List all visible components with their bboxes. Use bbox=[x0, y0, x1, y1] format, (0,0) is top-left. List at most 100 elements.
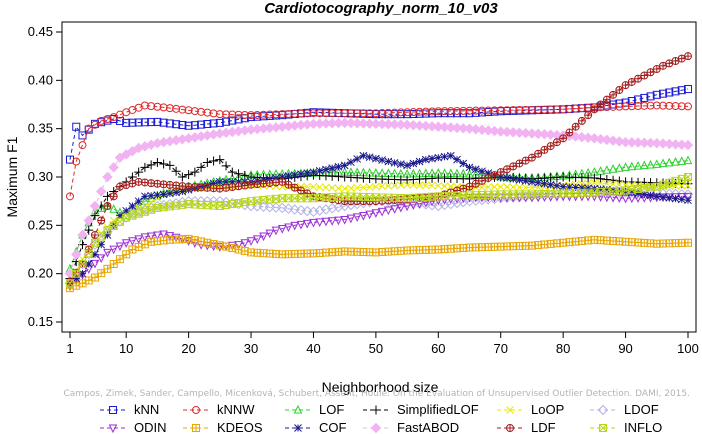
marker-square bbox=[571, 189, 580, 198]
marker-triangle bbox=[293, 404, 303, 414]
marker-plus bbox=[84, 225, 94, 235]
marker-x bbox=[490, 183, 499, 191]
marker-triangle-down bbox=[252, 235, 262, 244]
marker-square bbox=[209, 201, 218, 210]
marker-cross bbox=[110, 260, 118, 268]
marker-asterisk bbox=[172, 188, 180, 197]
marker-square bbox=[78, 260, 87, 268]
marker-square bbox=[502, 190, 511, 199]
marker-asterisk bbox=[515, 176, 524, 184]
marker-square bbox=[515, 190, 524, 199]
marker-triangle-down bbox=[108, 424, 118, 434]
marker-plus bbox=[116, 183, 124, 191]
marker-square bbox=[652, 182, 661, 191]
marker-asterisk bbox=[634, 189, 642, 198]
marker-asterisk bbox=[365, 153, 374, 162]
marker-triangle bbox=[683, 155, 693, 165]
marker-asterisk bbox=[353, 155, 362, 163]
marker-asterisk bbox=[534, 178, 543, 187]
marker-square bbox=[184, 200, 193, 209]
marker-circle bbox=[197, 107, 206, 116]
marker-circle bbox=[490, 106, 499, 115]
marker-diamond bbox=[420, 199, 432, 210]
marker-square bbox=[390, 193, 399, 202]
series-line bbox=[69, 159, 689, 279]
marker-square bbox=[471, 191, 480, 200]
x-tick-label: 10 bbox=[119, 341, 133, 356]
marker-diamond bbox=[433, 200, 444, 212]
marker-triangle-down bbox=[271, 226, 281, 236]
marker-plus bbox=[371, 405, 381, 415]
marker-plus bbox=[459, 185, 467, 193]
marker-circle bbox=[496, 106, 505, 115]
marker-triangle-down bbox=[134, 235, 143, 244]
marker-square bbox=[72, 122, 81, 131]
marker-x bbox=[446, 182, 455, 191]
marker-circle bbox=[428, 107, 437, 116]
marker-asterisk bbox=[540, 179, 549, 188]
marker-square bbox=[172, 120, 181, 129]
marker-asterisk bbox=[478, 167, 486, 176]
marker-diamond-filled bbox=[589, 133, 600, 144]
marker-asterisk bbox=[284, 172, 293, 180]
marker-plus bbox=[622, 81, 630, 89]
marker-asterisk bbox=[546, 180, 555, 189]
marker-triangle bbox=[621, 162, 630, 171]
marker-circle bbox=[615, 102, 624, 111]
marker-square bbox=[278, 194, 287, 203]
marker-circle bbox=[378, 109, 387, 118]
marker-x bbox=[396, 181, 405, 189]
marker-triangle-down bbox=[121, 239, 131, 248]
marker-square bbox=[540, 190, 549, 199]
marker-asterisk bbox=[571, 183, 580, 192]
marker-circle bbox=[228, 110, 237, 119]
marker-asterisk bbox=[396, 160, 405, 168]
marker-asterisk bbox=[322, 165, 330, 174]
marker-asterisk bbox=[178, 187, 187, 196]
series-line bbox=[69, 238, 689, 289]
marker-circle bbox=[315, 109, 324, 118]
marker-asterisk bbox=[122, 206, 131, 215]
marker-diamond-filled bbox=[83, 215, 94, 226]
marker-triangle-down bbox=[153, 231, 162, 241]
marker-plus bbox=[122, 181, 130, 189]
marker-asterisk bbox=[677, 195, 686, 204]
marker-cross bbox=[192, 424, 200, 432]
marker-square bbox=[615, 186, 624, 195]
marker-asterisk bbox=[621, 187, 630, 196]
marker-triangle bbox=[658, 158, 668, 168]
legend-item-knn: kNN bbox=[100, 402, 159, 417]
marker-diamond-filled bbox=[476, 124, 488, 136]
marker-asterisk bbox=[97, 240, 106, 249]
marker-asterisk bbox=[565, 183, 574, 191]
marker-triangle-down bbox=[277, 225, 287, 234]
marker-circle bbox=[671, 102, 680, 111]
marker-x bbox=[303, 182, 312, 191]
marker-diamond-filled bbox=[96, 186, 107, 197]
marker-square bbox=[496, 190, 505, 199]
marker-plus bbox=[672, 57, 680, 65]
y-tick-label: 0.30 bbox=[28, 169, 53, 184]
marker-circle bbox=[546, 105, 555, 114]
x-tick-label: 70 bbox=[493, 341, 507, 356]
marker-square bbox=[309, 194, 318, 203]
legend: kNN kNNW LOF SimplifiedLOF LoOP LDOF ODIN KDEOS… bbox=[100, 402, 662, 434]
marker-square bbox=[621, 186, 630, 195]
marker-asterisk bbox=[347, 158, 355, 167]
marker-square bbox=[203, 201, 212, 210]
watermark: Campos, Zimek, Sander, Campello, Micenko… bbox=[64, 389, 691, 399]
marker-square bbox=[103, 226, 112, 235]
marker-square bbox=[165, 202, 174, 211]
marker-plus bbox=[278, 178, 286, 186]
marker-triangle-down bbox=[302, 219, 312, 229]
marker-square bbox=[534, 190, 543, 199]
marker-square bbox=[365, 193, 374, 202]
marker-square bbox=[359, 192, 368, 201]
marker-circle bbox=[434, 107, 443, 116]
marker-square bbox=[190, 200, 199, 209]
marker-x bbox=[415, 181, 424, 189]
marker-x bbox=[528, 183, 536, 192]
marker-circle bbox=[247, 111, 256, 120]
marker-square bbox=[290, 194, 299, 203]
marker-plus bbox=[134, 167, 144, 177]
